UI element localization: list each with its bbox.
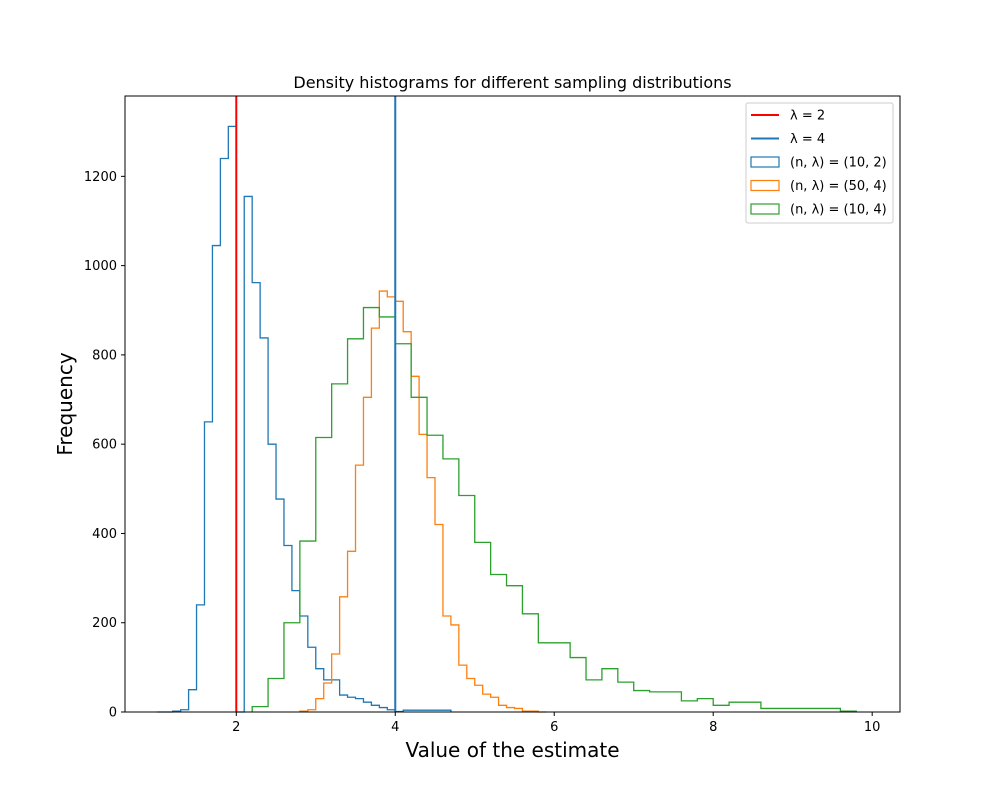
legend-box [745,102,894,224]
y-tick-label: 1000 [84,259,117,274]
y-tick-label: 0 [109,706,117,721]
histogram-series-1 [156,125,452,713]
x-tick-label: 4 [391,720,399,735]
y-tick-label: 600 [92,438,117,453]
vline-layer [235,96,397,712]
legend-entries: λ = 2 λ = 4 (n, λ) = (10, 2) (n, λ) = (50, … [750,109,887,218]
legend-patch-swatch [750,203,780,215]
y-tick-label: 400 [92,527,117,542]
histogram-series-3 [251,306,857,712]
legend-label: λ = 2 [790,109,825,124]
y-axis-ticks: 0 200 400 600 800 1000 1200 [84,170,125,721]
legend-label: (n, λ) = (50, 4) [790,179,887,194]
y-tick-label: 1200 [84,170,117,185]
y-axis-label: Frequency [53,352,77,455]
chart-title: Density histograms for different samplin… [293,73,731,92]
series-layer [156,125,857,713]
legend-patch-swatch [750,156,780,168]
legend-patch-swatch [750,179,780,192]
legend-label: (n, λ) = (10, 2) [790,156,887,171]
x-tick-label: 2 [232,720,240,735]
x-axis-label: Value of the estimate [405,738,619,762]
plot-frame [124,95,901,713]
y-tick-label: 200 [92,616,117,631]
legend: λ = 2 λ = 4 (n, λ) = (10, 2) (n, λ) = (50, … [745,102,894,224]
x-tick-label: 8 [709,720,717,735]
x-tick-label: 6 [550,720,558,735]
plot-area [124,95,901,713]
x-axis-ticks: 2 4 6 8 10 [232,712,880,735]
histogram-series-2 [299,290,547,713]
y-tick-label: 800 [92,348,117,363]
x-tick-label: 10 [864,720,881,735]
legend-label: (n, λ) = (10, 4) [790,203,887,218]
legend-label: λ = 4 [790,132,825,147]
